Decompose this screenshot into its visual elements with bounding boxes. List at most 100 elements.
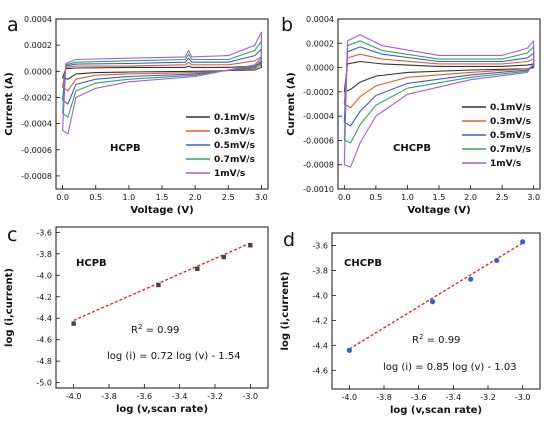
sample-name: CHCPB	[393, 143, 431, 154]
x-tick-label: -4.0	[66, 392, 82, 401]
cv-curve-0.3mV/s	[343, 53, 535, 109]
x-tick-label: -3.6	[137, 392, 153, 401]
legend-label: 0.3mV/s	[214, 127, 255, 137]
x-tick-label: 0.0	[56, 193, 69, 202]
sample-name: HCPB	[110, 143, 141, 154]
legend-label: 1mV/s	[490, 159, 521, 169]
x-tick-label: 3.0	[527, 193, 540, 202]
legend-label: 0.7mV/s	[214, 155, 255, 165]
x-tick-label: 2.5	[222, 193, 235, 202]
x-tick-label: 2.0	[464, 193, 477, 202]
y-tick-label: -0.0010	[303, 185, 334, 194]
x-tick-label: 0.0	[338, 193, 351, 202]
y-tick-label: 0.0000	[306, 64, 334, 73]
x-tick-label: 2.5	[496, 193, 509, 202]
data-point	[156, 282, 161, 288]
data-point	[520, 239, 526, 245]
legend-label: 0.1mV/s	[214, 113, 255, 123]
y-tick-label: 0.0004	[306, 15, 334, 24]
y-tick-label: -3.8	[36, 250, 52, 259]
y-tick-label: -3.6	[36, 228, 52, 237]
legend-label: 1mV/s	[214, 169, 245, 179]
y-tick-label: -4.2	[36, 293, 52, 302]
cv-curve-1mV/s	[62, 31, 262, 135]
y-tick-label: -4.4	[36, 314, 52, 323]
y-axis-label: Current (A)	[286, 72, 297, 135]
x-axis-label: Voltage (V)	[407, 205, 470, 216]
y-tick-label: 0.0004	[24, 15, 52, 24]
x-tick-label: 1.5	[433, 193, 446, 202]
data-point	[71, 321, 76, 326]
y-tick-label: -0.0002	[21, 93, 52, 102]
panel-letter: c	[7, 224, 17, 246]
data-point	[195, 266, 200, 272]
r-squared: R2 = 0.99	[131, 323, 179, 336]
data-point	[494, 257, 500, 264]
data-point	[346, 347, 352, 353]
y-tick-label: -4.6	[36, 336, 52, 345]
x-tick-label: -3.2	[207, 392, 223, 401]
legend: 0.1mV/s 0.3mV/s 0.5mV/s 0.7mV/s 1mV/s	[186, 113, 255, 179]
sample-name: HCPB	[76, 258, 107, 269]
fit-line	[73, 242, 251, 322]
cv-curve-0.5mV/s	[62, 48, 262, 105]
r-squared-value: = 0.99	[142, 325, 179, 336]
x-tick-label: -3.2	[480, 393, 496, 402]
y-tick-label: -0.0004	[303, 112, 334, 121]
y-tick-label: 0.0002	[24, 41, 52, 50]
y-tick-label: -3.8	[312, 266, 328, 275]
data-point	[221, 254, 227, 260]
panel-a: a 0.0 0.5 1.0 1.5 2.0 2.5 3.0 -0.0008 -0.0006 -0.0…	[4, 14, 269, 216]
panel-letter: d	[283, 229, 295, 251]
panel-letter: b	[281, 14, 293, 36]
r-squared-symbol: R	[412, 335, 419, 346]
y-tick-label: -4.4	[312, 341, 328, 350]
x-tick-label: 3.0	[255, 193, 268, 202]
panel-d: d -4.0 -3.8 -3.6 -3.4 -3.2 -3.0 -4.6 -4.4 -4.2 -4.…	[280, 229, 541, 416]
x-tick-label: 2.0	[189, 193, 202, 202]
r-squared-value: = 0.99	[423, 335, 460, 346]
r-squared-exponent: 2	[419, 333, 423, 341]
x-tick-label: 1.0	[401, 193, 414, 202]
x-tick-label: 1.5	[156, 193, 169, 202]
legend-label: 0.5mV/s	[490, 131, 531, 141]
data-point	[468, 276, 474, 282]
panel-c: c -4.0 -3.8 -3.6 -3.4 -3.2 -3.0 -5.0 -4.8 -4.6 -4.…	[4, 224, 269, 415]
sample-name: CHCPB	[344, 258, 382, 269]
x-tick-label: -3.4	[172, 392, 188, 401]
x-tick-label: -3.8	[101, 392, 117, 401]
legend-label: 0.7mV/s	[490, 145, 531, 155]
y-tick-label: -4.8	[36, 357, 52, 366]
fit-equation: log (i) = 0.72 log (v) - 1.54	[107, 351, 241, 362]
panel-b: b 0.0 0.5 1.0 1.5 2.0 2.5 3.0 -0.0010 -0.0008 -0.0…	[281, 14, 541, 216]
y-tick-label: -4.0	[312, 291, 328, 300]
plot-frame	[331, 232, 541, 390]
panel-letter: a	[7, 14, 19, 36]
x-tick-label: -3.0	[515, 393, 531, 402]
legend: 0.1mV/s 0.3mV/s 0.5mV/s 0.7mV/s 1mV/s	[462, 103, 531, 169]
y-axis-label: log (i,current)	[4, 268, 15, 347]
cv-curve-0.7mV/s	[343, 40, 535, 144]
x-axis-label: log (v,scan rate)	[116, 404, 208, 415]
y-tick-label: -3.6	[312, 241, 328, 250]
y-tick-label: -4.6	[312, 366, 328, 375]
y-tick-label: -0.0008	[303, 161, 334, 170]
r-squared: R2 = 0.99	[412, 333, 460, 346]
y-axis-label: log (i,current)	[280, 272, 291, 351]
y-tick-label: -0.0002	[303, 88, 334, 97]
plot-frame	[55, 226, 269, 389]
y-axis-label: Current (A)	[4, 72, 15, 135]
cv-curve-1mV/s	[343, 34, 535, 168]
y-tick-label: -0.0004	[21, 120, 52, 129]
cv-curve-0.7mV/s	[62, 40, 262, 118]
y-tick-label: 0.0002	[306, 39, 334, 48]
legend-label: 0.3mV/s	[490, 117, 531, 127]
x-tick-label: 0.5	[89, 193, 102, 202]
x-tick-label: 0.5	[370, 193, 383, 202]
x-tick-label: -3.6	[411, 393, 427, 402]
x-axis-label: Voltage (V)	[130, 205, 193, 216]
x-tick-label: -4.0	[342, 393, 358, 402]
x-axis-label: log (v,scan rate)	[390, 405, 482, 416]
r-squared-symbol: R	[131, 325, 138, 336]
